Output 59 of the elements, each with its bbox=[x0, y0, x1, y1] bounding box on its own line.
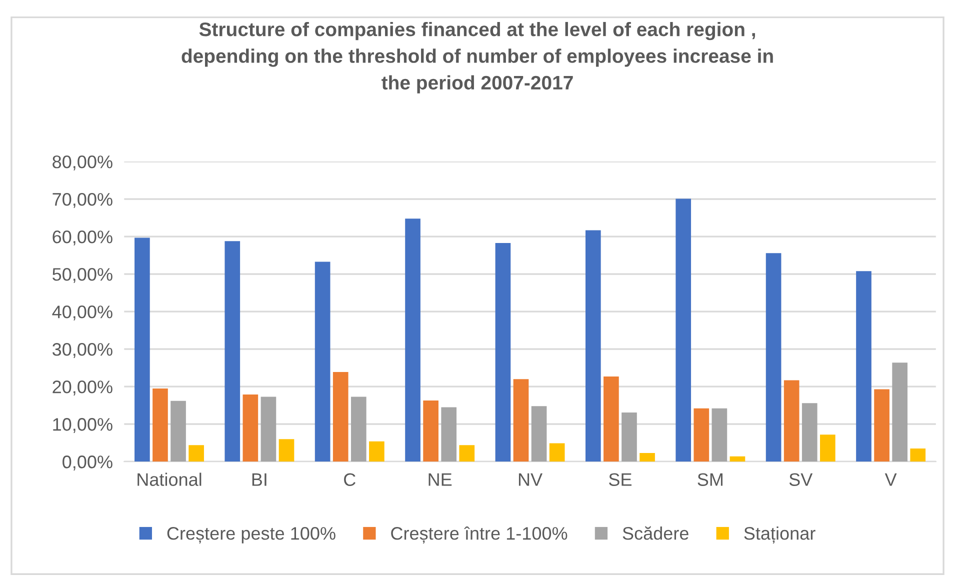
chart-title: Structure of companies financed at the level of each region , depending on the threshold of number of employees increase in the period 2007-2017 bbox=[182, 22, 773, 94]
bar bbox=[260, 396, 276, 462]
bar bbox=[441, 407, 457, 462]
bar bbox=[188, 445, 204, 462]
legend-label: Creștere peste 100% bbox=[167, 527, 336, 544]
legend-label: Scădere bbox=[622, 526, 688, 540]
y-tick-label: 10,00% bbox=[53, 418, 112, 433]
bar bbox=[856, 271, 872, 462]
bar bbox=[784, 380, 800, 462]
x-tick-label: SE bbox=[608, 473, 632, 486]
y-tick-label: 80,00% bbox=[52, 155, 112, 170]
bar bbox=[585, 230, 601, 462]
bar bbox=[224, 241, 240, 462]
bar bbox=[369, 441, 384, 462]
bar bbox=[170, 400, 186, 462]
bar bbox=[513, 379, 529, 462]
bar bbox=[134, 238, 150, 462]
bar bbox=[405, 218, 420, 462]
x-tick-label: SM bbox=[698, 473, 722, 486]
x-tick-label: SV bbox=[789, 473, 813, 486]
legend-label: Staționar bbox=[744, 526, 816, 544]
x-tick-label: BI bbox=[252, 473, 266, 486]
x-tick-label: NV bbox=[518, 473, 542, 486]
x-tick-label: C bbox=[344, 473, 356, 486]
bar bbox=[350, 396, 366, 462]
bar bbox=[604, 376, 619, 462]
bar bbox=[820, 434, 836, 462]
bar bbox=[242, 394, 258, 462]
bar bbox=[874, 389, 890, 462]
y-tick-label: 40,00% bbox=[52, 306, 112, 320]
bar bbox=[730, 456, 746, 462]
y-tick-label: 70,00% bbox=[52, 193, 112, 208]
bar bbox=[694, 408, 710, 462]
bar bbox=[622, 412, 637, 462]
y-tick-label: 30,00% bbox=[52, 343, 112, 358]
y-tick-label: 0,00% bbox=[62, 456, 112, 470]
bar bbox=[766, 253, 782, 462]
bar bbox=[892, 362, 908, 462]
bar bbox=[910, 448, 926, 462]
bar bbox=[712, 408, 728, 462]
bar bbox=[531, 406, 547, 462]
y-tick-label: 50,00% bbox=[52, 268, 112, 283]
x-tick-label: National bbox=[138, 472, 202, 486]
bar bbox=[459, 445, 475, 462]
y-tick-label: 20,00% bbox=[52, 380, 112, 396]
legend-label: Creștere între 1-100% bbox=[391, 526, 568, 544]
bar bbox=[802, 403, 818, 462]
bar bbox=[676, 198, 692, 462]
bar bbox=[278, 439, 294, 462]
x-tick-label: V bbox=[884, 473, 897, 486]
bar bbox=[640, 452, 655, 462]
y-tick-label: 60,00% bbox=[52, 230, 112, 246]
bar bbox=[549, 443, 565, 462]
bar bbox=[152, 388, 168, 462]
bar bbox=[423, 400, 438, 462]
x-tick-label: NE bbox=[428, 473, 452, 486]
bar bbox=[314, 262, 330, 462]
bar bbox=[332, 372, 348, 462]
bar bbox=[495, 242, 511, 462]
